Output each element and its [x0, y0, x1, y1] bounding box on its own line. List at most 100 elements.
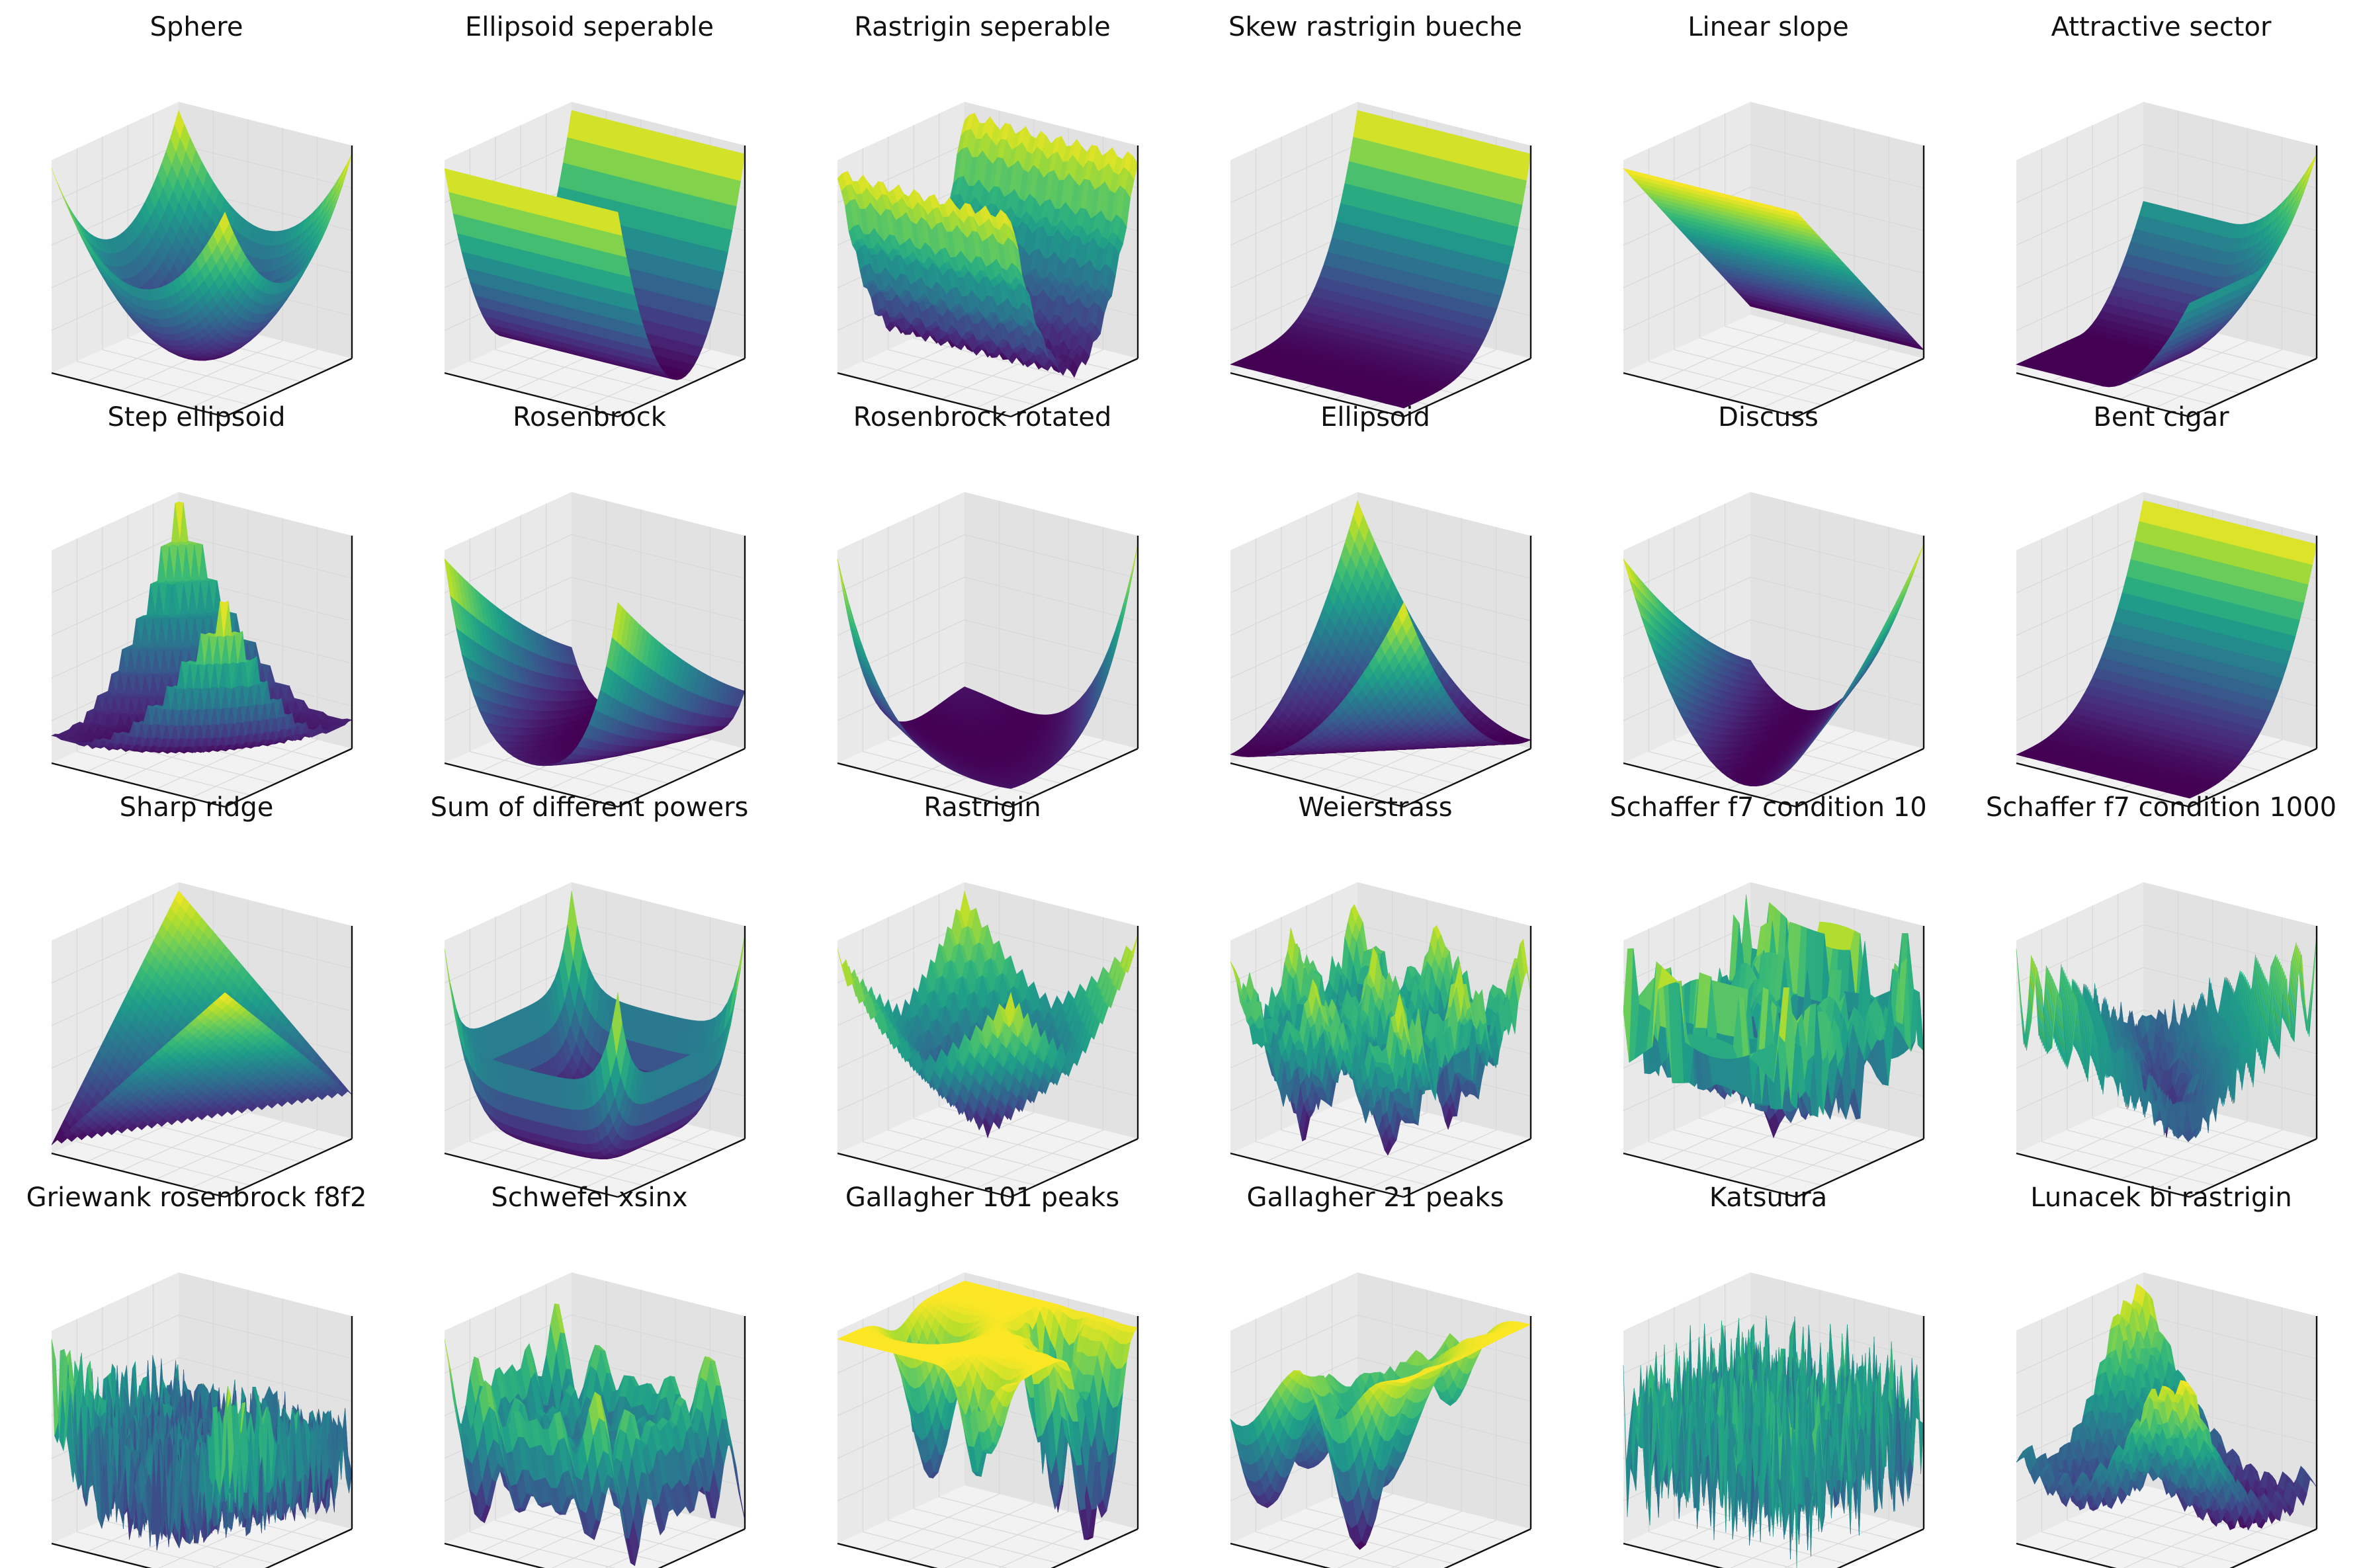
panel-title: Lunacek bi rastrigin — [1965, 1182, 2358, 1213]
surface-plot — [2016, 1272, 2318, 1568]
panel-title: Rosenbrock rotated — [786, 402, 1179, 433]
axis-lines — [51, 1316, 353, 1568]
panel-title: Linear slope — [1572, 12, 1965, 42]
surface-mesh — [837, 544, 1138, 789]
panel-title: Sum of different powers — [393, 792, 786, 823]
surface-plot — [2016, 882, 2318, 1198]
surface-panel: Rastrigin — [786, 780, 1179, 1198]
surface-panel: Ellipsoid seperable — [393, 0, 786, 418]
surface-mesh — [444, 557, 746, 766]
surface-panel: Bent cigar — [1965, 390, 2358, 808]
surface-mesh — [1230, 1321, 1531, 1550]
surface-panel: Rastrigin seperable — [786, 0, 1179, 418]
surface-mesh — [444, 1303, 746, 1567]
axis-lines — [444, 926, 746, 1198]
panel-title: Rosenbrock — [393, 402, 786, 433]
axis-lines — [837, 1316, 1139, 1568]
panel-title: Sharp ridge — [0, 792, 393, 823]
surface-panel: Sharp ridge — [0, 780, 393, 1198]
surface-panel: Katsuura — [1572, 1171, 1965, 1568]
surface-plot — [1230, 1272, 1532, 1568]
surface-panel: Sum of different powers — [393, 780, 786, 1198]
axis-lines — [1623, 536, 1925, 808]
surface-mesh — [2016, 1284, 2317, 1531]
surface-plot — [1623, 1272, 1925, 1568]
surface-panel: Ellipsoid — [1179, 390, 1572, 808]
surface-plot — [837, 1272, 1139, 1568]
axis-lines — [51, 145, 353, 418]
floor-pane — [2016, 1485, 2317, 1568]
panel-title: Sphere — [0, 12, 393, 42]
surface-mesh — [51, 890, 353, 1145]
floor-pane — [837, 1485, 1138, 1568]
panel-title: Rastrigin — [786, 792, 1179, 823]
axis-lines — [1230, 926, 1532, 1198]
surface-panel: Griewank rosenbrock f8f2 — [0, 1171, 393, 1568]
surface-mesh — [444, 890, 746, 1159]
surface-panel: Schwefel xsinx — [393, 1171, 786, 1568]
surface-plot — [2016, 492, 2318, 808]
surface-mesh — [837, 112, 1138, 378]
surface-mesh — [837, 1280, 1138, 1540]
panel-title: Griewank rosenbrock f8f2 — [0, 1182, 393, 1213]
surface-plot — [1623, 492, 1925, 808]
surface-mesh — [444, 110, 746, 380]
surface-plot — [51, 882, 353, 1198]
surface-plot — [837, 882, 1139, 1198]
axis-lines — [2016, 145, 2318, 418]
surface-panel: Rosenbrock rotated — [786, 390, 1179, 808]
surface-mesh — [1230, 110, 1531, 409]
surface-plot — [1230, 102, 1532, 418]
surface-mesh — [1623, 894, 1924, 1139]
surface-plot — [51, 492, 353, 808]
surface-plot — [837, 492, 1139, 808]
surface-panel: Discuss — [1572, 390, 1965, 808]
surface-panel: Skew rastrigin bueche — [1179, 0, 1572, 418]
surface-panel: Gallagher 21 peaks — [1179, 1171, 1572, 1568]
axis-lines — [444, 1316, 746, 1568]
surface-plot — [1623, 102, 1925, 418]
surface-panel: Weierstrass — [1179, 780, 1572, 1198]
panel-title: Step ellipsoid — [0, 402, 393, 433]
axis-lines — [2016, 1316, 2318, 1568]
surface-mesh — [1623, 168, 1924, 351]
surface-panel: Schaffer f7 condition 10 — [1572, 780, 1965, 1198]
panel-title: Schwefel xsinx — [393, 1182, 786, 1213]
surface-plot — [837, 102, 1139, 418]
surface-mesh — [51, 1339, 353, 1551]
surface-plot — [51, 102, 353, 418]
surface-plot — [444, 102, 746, 418]
surface-mesh — [2016, 500, 2317, 799]
surface-mesh — [1623, 1315, 1924, 1568]
panel-title: Weierstrass — [1179, 792, 1572, 823]
panel-title: Ellipsoid — [1179, 402, 1572, 433]
left-pane — [837, 492, 965, 763]
surface-mesh — [2016, 153, 2317, 388]
surface-plot — [444, 1272, 746, 1568]
surface-plot — [1230, 492, 1532, 808]
axis-lines — [1230, 145, 1532, 418]
surface-mesh — [1623, 544, 1924, 787]
axis-lines — [837, 926, 1139, 1198]
surface-panel: Schaffer f7 condition 1000 — [1965, 780, 2358, 1198]
axis-lines — [1623, 1316, 1925, 1568]
axis-lines — [51, 926, 353, 1198]
surface-plot — [444, 492, 746, 808]
surface-panel: Linear slope — [1572, 0, 1965, 418]
axis-lines — [51, 536, 353, 808]
surface-plot — [2016, 102, 2318, 418]
panel-title: Attractive sector — [1965, 12, 2358, 42]
surface-plot — [444, 882, 746, 1198]
surface-mesh — [51, 501, 353, 755]
panel-title: Ellipsoid seperable — [393, 12, 786, 42]
axis-lines — [1623, 145, 1925, 418]
axis-lines — [2016, 926, 2318, 1198]
axis-lines — [837, 536, 1139, 808]
panel-title: Bent cigar — [1965, 402, 2358, 433]
floor-pane — [1230, 1485, 1531, 1568]
surface-mesh — [837, 890, 1138, 1139]
axis-lines — [1230, 536, 1532, 808]
axis-lines — [1623, 926, 1925, 1198]
surface-mesh — [51, 109, 353, 361]
